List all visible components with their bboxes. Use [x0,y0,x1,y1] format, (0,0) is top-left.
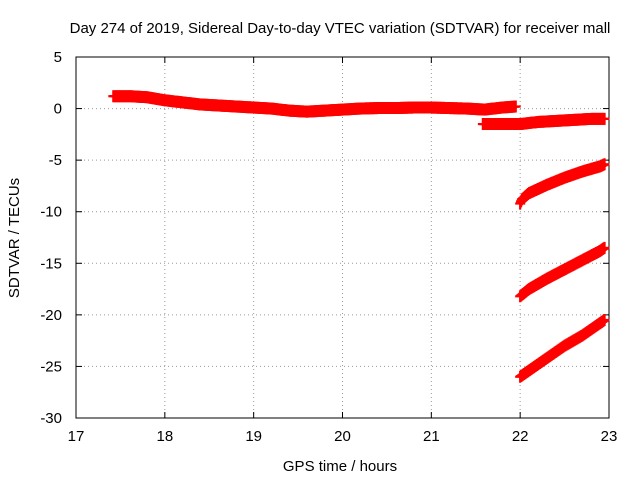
x-tick-label: 17 [68,428,85,445]
series-1 [108,90,521,118]
y-tick-label: -10 [40,204,62,221]
x-tick-label: 18 [156,428,173,445]
y-tick-label: -20 [40,307,62,324]
data-marks [108,90,610,383]
data-point [510,100,521,113]
data-point [599,158,610,171]
x-tick-label: 22 [512,428,529,445]
x-tick-label: 20 [334,428,351,445]
y-axis-label: SDTVAR / TECUs [6,178,23,298]
series-3 [515,158,610,210]
y-tick-label: -5 [49,152,62,169]
data-point [599,241,610,254]
series-5 [515,314,610,383]
y-tick-label: -25 [40,358,62,375]
x-axis-label: GPS time / hours [283,458,397,475]
y-tick-label: 0 [54,101,62,118]
data-point [599,314,610,327]
y-tick-label: -15 [40,255,62,272]
series-2 [477,112,610,131]
ticks: 17 18 19 20 21 22 23 5 0 -5 -10 -15 -20 -25 -30 [40,49,617,445]
x-tick-label: 19 [245,428,262,445]
x-tick-label: 21 [423,428,440,445]
grid [76,57,609,418]
x-tick-label: 23 [601,428,618,445]
y-tick-label: -30 [40,410,62,427]
data-point [599,112,610,125]
series-4 [515,241,610,303]
chart-title: Day 274 of 2019, Sidereal Day-to-day VTE… [70,20,611,37]
y-tick-label: 5 [54,49,62,66]
